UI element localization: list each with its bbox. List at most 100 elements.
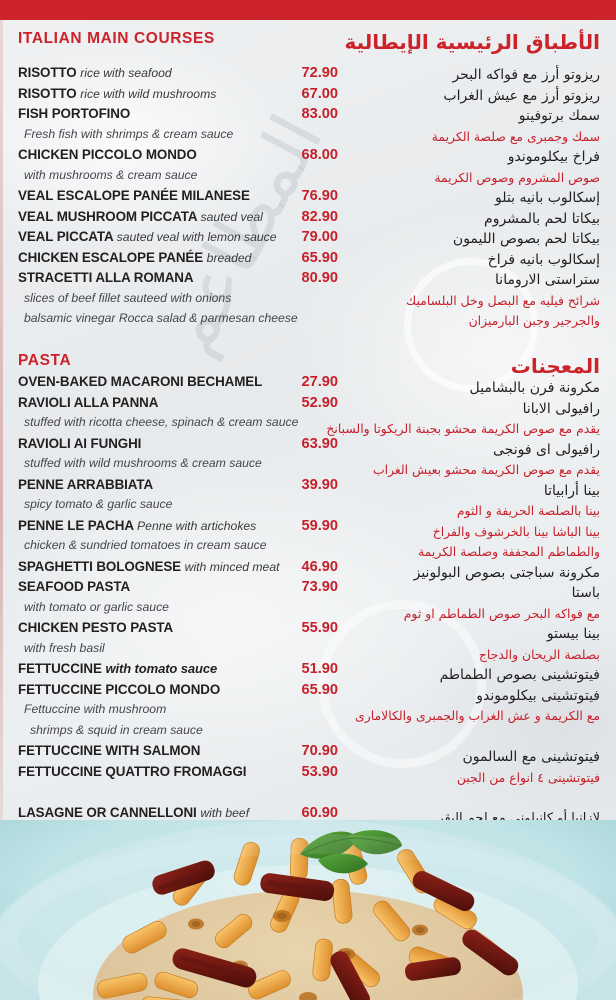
item-name-arabic: فيتوتشينى بصوص الطماطم: [439, 667, 600, 683]
menu-row: STRACETTI ALLA ROMANA 80.90: [18, 270, 338, 291]
item-subdesc: Fresh fish with shrimps & cream sauce: [24, 126, 234, 141]
item-subdesc: Fettuccine with mushroom: [24, 702, 167, 716]
item-name: RAVIOLI AI FUNGHI: [18, 435, 142, 451]
menu-row: RAVIOLI ALLA PANNA 52.90: [18, 395, 338, 416]
item-subdesc: shrimps & squid in cream sauce: [30, 722, 203, 737]
item-name-arabic: رافيولى الابانا: [522, 400, 600, 417]
item-name-arabic: ريزوتو أرز مع فواكه البحر: [452, 67, 600, 83]
english-column: ITALIAN MAIN COURSES RISOTTO rice with s…: [18, 20, 338, 846]
item-name-arabic: إسكالوب بانيه فراخ: [487, 251, 600, 268]
item-name-arabic: بينا الباشا بينا بالخرشوف والفراخ: [432, 523, 600, 539]
item-subdesc: with mushrooms & cream sauce: [24, 167, 198, 182]
item-name: VEAL PICCATA sauted veal with lemon sauc…: [18, 229, 277, 244]
item-name: CHICKEN ESCALOPE PANÉE breaded: [18, 249, 252, 265]
item-subdesc: spicy tomato & garlic sauce: [24, 497, 173, 511]
item-price: 73.90: [301, 579, 338, 595]
item-desc-arabic: سمك وجمبرى مع صلصة الكريمة: [431, 128, 600, 144]
item-name-arabic: بيكاتا لحم بالمشروم: [484, 210, 600, 227]
item-desc-arabic-blank: [338, 729, 600, 750]
item-desc: Penne with artichokes: [137, 518, 257, 533]
menu-paper-background: [0, 20, 616, 820]
item-name: RISOTTO rice with wild mushrooms: [18, 85, 217, 101]
item-name: VEAL MUSHROOM PICCATA sauted veal: [18, 208, 263, 224]
item-name-arabic: باستا: [571, 585, 600, 601]
item-name: SEAFOOD PASTA: [18, 579, 131, 594]
menu-row: LASAGNE OR CANNELLONI with beef 60.90: [18, 805, 338, 826]
item-name-arabic: رافيولى اى فونجى: [492, 441, 600, 458]
item-price: 59.90: [301, 517, 338, 534]
item-desc-arabic: بينا بالصلصة الحريفة و الثوم: [456, 503, 600, 518]
item-price: 83.00: [301, 106, 338, 122]
item-subdesc: balsamic vinegar Rocca salad & parmesan …: [24, 311, 298, 325]
item-desc-arabic: والجرجير وجبن البارميزان: [468, 313, 600, 328]
menu-row: RISOTTO rice with seafood 72.90: [18, 65, 338, 86]
item-name-arabic: مكرونة فرن بالبشاميل: [469, 380, 600, 396]
item-name: CHICKEN PICCOLO MONDO: [18, 147, 197, 162]
section-title-italian-main-courses-arabic: الأطباق الرئيسية الإيطالية: [344, 30, 600, 54]
item-desc-arabic: يقدم مع صوص الكريمة محشو بجبنة الريكوتا …: [326, 421, 600, 436]
item-name: FETTUCCINE PICCOLO MONDO: [18, 681, 221, 697]
item-price: 52.90: [301, 394, 338, 411]
item-price: 46.90: [301, 558, 338, 575]
section-title-pasta: PASTA: [18, 352, 72, 369]
watermark-ring: [404, 258, 538, 392]
item-price: 82.90: [301, 208, 338, 225]
item-name: LASAGNE OR CANNELLONI with beef: [18, 804, 250, 820]
item-subdesc: slices of beef fillet sauteed with onion…: [24, 290, 232, 305]
arabic-column: الأطباق الرئيسية الإيطالية ريزوتو أرز مع…: [326, 20, 600, 852]
item-price: 76.90: [301, 188, 338, 204]
menu-row: VEAL ESCALOPE PANÉE MILANESE 76.90: [18, 188, 338, 209]
item-price: 72.90: [301, 65, 338, 81]
item-name-arabic: سمك برتوفينو: [518, 108, 600, 124]
item-name: PENNE ARRABBIATA: [18, 476, 154, 492]
item-price: 60.90: [301, 804, 338, 821]
item-name: CHICKEN PESTO PASTA: [18, 620, 174, 635]
item-name: RAVIOLI ALLA PANNA: [18, 394, 159, 410]
menu-row: CHICKEN PICCOLO MONDO 68.00: [18, 147, 338, 168]
item-name-arabic: إسكالوب بانيه بتلو: [495, 190, 600, 206]
item-desc: with beef: [200, 805, 250, 820]
menu-row: SEAFOOD PASTA 73.90: [18, 579, 338, 600]
item-desc-arabic: صوص المشروم وصوص الكريمة: [434, 169, 600, 185]
item-name-arabic: بينا أرابياتا: [543, 482, 600, 499]
menu-row: FETTUCCINE PICCOLO MONDO 65.90: [18, 682, 338, 703]
item-desc: sauted veal: [200, 209, 263, 224]
item-name: STRACETTI ALLA ROMANA: [18, 270, 194, 285]
item-desc: rice with seafood: [80, 66, 172, 80]
menu-row: FETTUCCINE WITH SALMON 70.90: [18, 743, 338, 764]
item-desc: rice with wild mushrooms: [80, 86, 217, 101]
menu-row: FISH PORTOFINO 83.00: [18, 106, 338, 127]
item-price: 68.00: [301, 147, 338, 163]
item-name: FETTUCCINE QUATTRO FROMAGGI: [18, 763, 247, 779]
item-desc-arabic: والطماطم المجففة وصلصة الكريمة: [418, 544, 600, 559]
item-price: 70.90: [301, 743, 338, 759]
item-name-arabic: ريزوتو أرز مع عيش الغراب: [443, 87, 600, 104]
item-name: SPAGHETTI BOLOGNESE with minced meat: [18, 558, 280, 574]
item-desc-arabic: يقدم مع صوص الكريمة محشو بعيش الغراب: [372, 462, 600, 477]
item-name: FETTUCCINE with tomato sauce: [18, 661, 218, 676]
item-desc-arabic: شرائح فيليه مع البصل وخل البلساميك: [406, 292, 600, 308]
item-desc-arabic: مع فواكه البحر صوص الطماطم او ثوم: [403, 605, 600, 621]
watermark-ring-secondary: [318, 600, 486, 768]
item-price: 27.90: [301, 374, 338, 390]
item-subdesc: stuffed with wild mushrooms & cream sauc…: [24, 456, 262, 470]
item-desc: with minced meat: [184, 559, 280, 574]
item-subdesc: stuffed with ricotta cheese, spinach & c…: [24, 415, 299, 429]
item-price: 39.90: [301, 476, 338, 493]
menu-row: PENNE ARRABBIATA 39.90: [18, 477, 338, 498]
menu-row: OVEN-BAKED MACARONI BECHAMEL 27.90: [18, 374, 338, 395]
item-name: OVEN-BAKED MACARONI BECHAMEL: [18, 374, 263, 389]
item-price: 67.00: [301, 85, 338, 102]
item-desc-arabic: مع الكريمة و عش الغراب والجمبرى والكالام…: [355, 708, 600, 723]
item-price: 65.90: [301, 249, 338, 266]
item-subdesc: chicken & sundried tomatoes in cream sau…: [24, 538, 267, 552]
left-edge-stripe: [0, 20, 3, 820]
item-price: 63.90: [301, 435, 338, 452]
item-desc: sauted veal with lemon sauce: [116, 230, 277, 244]
item-desc: with tomato sauce: [105, 661, 218, 676]
item-price: 80.90: [301, 270, 338, 286]
section-title-pasta-arabic: المعجنات: [510, 354, 600, 378]
item-desc-arabic: فيتوتشينى ٤ انواع من الجبن: [456, 769, 600, 785]
menu-row: RAVIOLI AI FUNGHI 63.90: [18, 436, 338, 457]
